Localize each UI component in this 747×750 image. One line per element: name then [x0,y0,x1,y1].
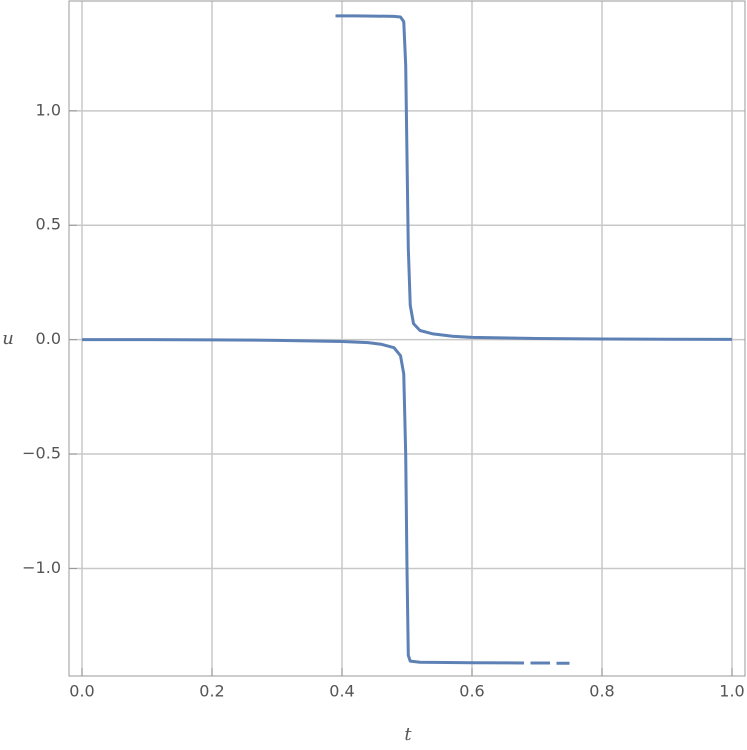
y-tick-label: 1.0 [36,100,61,119]
y-tick-label: −0.5 [22,444,61,463]
x-tick-label: 0.6 [459,682,484,701]
x-tick-label: 0.0 [69,682,94,701]
x-tick-label: 0.4 [329,682,354,701]
plot-frame [68,0,746,677]
x-tick-label: 0.8 [589,682,614,701]
x-axis-label: t [404,724,412,745]
x-tick-label: 0.2 [199,682,224,701]
data-line [335,14,733,341]
y-tick-label: −1.0 [22,558,61,577]
y-tick-label: 0.0 [36,329,61,348]
data-line [82,338,570,665]
y-axis-label: u [2,328,14,349]
y-tick-label: 0.5 [36,215,61,234]
x-tick-label: 1.0 [719,682,744,701]
